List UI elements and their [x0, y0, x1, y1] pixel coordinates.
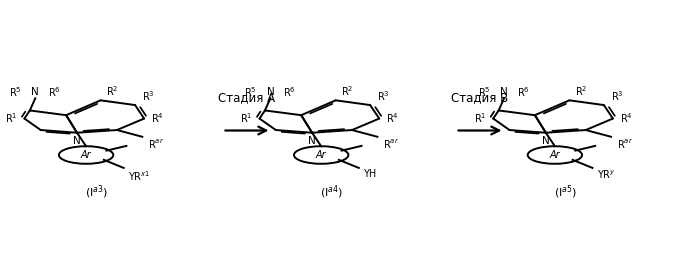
- Text: R$^5$: R$^5$: [8, 86, 22, 99]
- Text: R$^{ar}$: R$^{ar}$: [383, 138, 399, 151]
- Text: R$^2$: R$^2$: [106, 84, 119, 98]
- Text: N: N: [308, 136, 316, 146]
- Text: R$^4$: R$^4$: [386, 112, 399, 126]
- Text: R$^2$: R$^2$: [341, 84, 354, 98]
- Text: R$^6$: R$^6$: [283, 86, 296, 99]
- Text: (I$^{a4}$): (I$^{a4}$): [320, 183, 344, 201]
- Text: Ar: Ar: [81, 150, 92, 160]
- Text: R$^6$: R$^6$: [48, 86, 61, 99]
- Text: Стадия В: Стадия В: [452, 92, 509, 105]
- Text: Стадия А: Стадия А: [218, 92, 275, 105]
- Text: N: N: [500, 87, 508, 97]
- Text: N: N: [31, 87, 39, 97]
- Text: YH: YH: [363, 169, 376, 179]
- Text: R$^1$: R$^1$: [474, 112, 487, 126]
- Text: R$^4$: R$^4$: [151, 112, 164, 126]
- Text: YR$^{y}$: YR$^{y}$: [597, 169, 616, 181]
- Text: R$^6$: R$^6$: [517, 86, 529, 99]
- Text: R$^{ar}$: R$^{ar}$: [617, 138, 633, 151]
- Text: Ar: Ar: [316, 150, 326, 160]
- Text: R$^1$: R$^1$: [5, 112, 17, 126]
- Text: R$^1$: R$^1$: [240, 112, 252, 126]
- Text: R$^4$: R$^4$: [620, 112, 633, 126]
- Text: R$^3$: R$^3$: [377, 89, 390, 103]
- Text: YR$^{x1}$: YR$^{x1}$: [128, 169, 150, 183]
- Text: (I$^{a3}$): (I$^{a3}$): [85, 183, 108, 201]
- Text: R$^5$: R$^5$: [244, 86, 257, 99]
- Text: R$^2$: R$^2$: [575, 84, 587, 98]
- Text: Ar: Ar: [549, 150, 560, 160]
- Text: N: N: [73, 136, 81, 146]
- Text: R$^3$: R$^3$: [611, 89, 624, 103]
- Text: N: N: [542, 136, 549, 146]
- Text: (I$^{a5}$): (I$^{a5}$): [554, 183, 577, 201]
- Text: R$^5$: R$^5$: [477, 86, 490, 99]
- Text: R$^3$: R$^3$: [142, 89, 154, 103]
- Text: N: N: [266, 87, 274, 97]
- Text: R$^{ar}$: R$^{ar}$: [148, 138, 164, 151]
